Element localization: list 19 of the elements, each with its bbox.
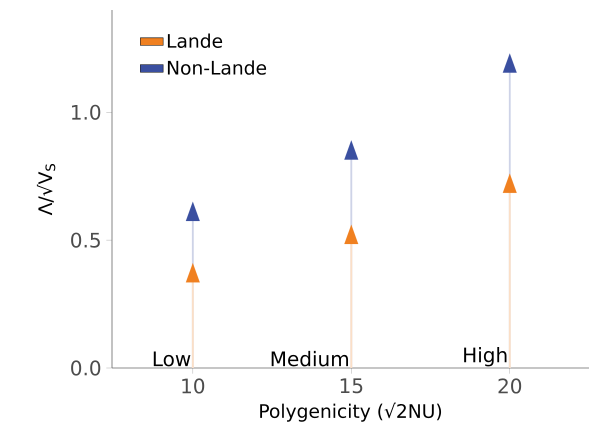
x-tick-label: 15 [340, 378, 362, 394]
annotation: Low [154, 352, 190, 366]
legend-label: Lande [168, 34, 222, 48]
x-axis-title: Polygenicity (√2NU) [260, 402, 442, 422]
y-tick-label: 0.5 [71, 232, 100, 248]
x-tick-label: 20 [498, 378, 522, 394]
point [186, 202, 200, 222]
y-tick-label: 1.0 [72, 104, 100, 120]
point [186, 263, 200, 282]
point [502, 53, 517, 73]
point [502, 174, 517, 193]
y-tick-label: 0.0 [71, 360, 100, 376]
x-tick-label: 10 [182, 378, 204, 394]
annotation: High [464, 347, 506, 366]
annotation: Medium [272, 350, 348, 366]
legend-label: Non-Lande [168, 60, 266, 75]
point [344, 224, 358, 244]
point [344, 140, 358, 160]
y-axis-title: Λ/√V$_{S}$ [36, 164, 56, 216]
